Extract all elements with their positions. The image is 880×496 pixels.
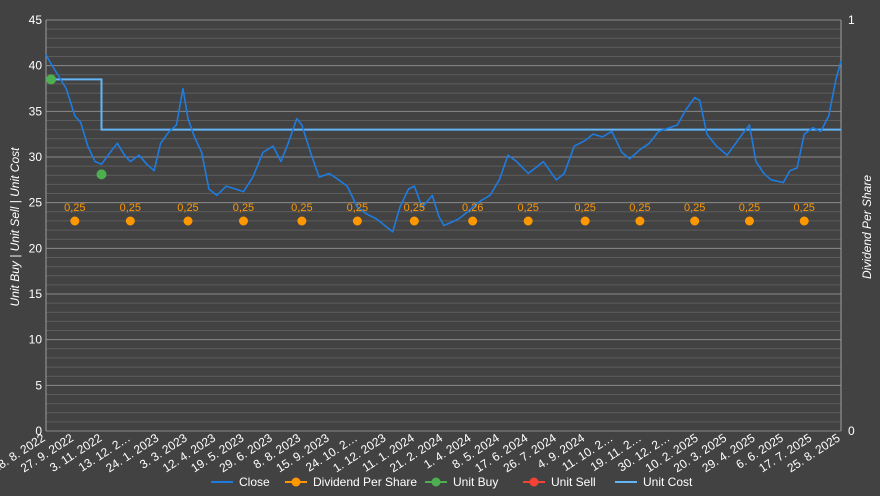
dividend-point [297, 216, 307, 226]
dividend-data-label: 0,25 [291, 202, 312, 214]
y-tick-label: 25 [29, 196, 43, 210]
dividend-data-label: 0,25 [233, 202, 254, 214]
legend-label: Unit Sell [551, 475, 596, 489]
dividend-data-label: 0,25 [794, 202, 815, 214]
legend-label: Unit Cost [643, 475, 693, 489]
dividend-data-label: 0,25 [574, 202, 595, 214]
dividend-point [799, 216, 809, 226]
y2-tick-label: 1 [848, 13, 855, 27]
dividend-point [468, 216, 478, 226]
y-tick-label: 15 [29, 287, 43, 301]
dividend-point [125, 216, 135, 226]
legend-swatch-dot [291, 477, 301, 487]
dividend-data-label: 0,25 [177, 202, 198, 214]
dividend-point [183, 216, 193, 226]
dividend-point [580, 216, 590, 226]
dividend-data-label: 0,25 [684, 202, 705, 214]
dividend-data-label: 0,26 [462, 202, 483, 214]
legend-item-dividend-per-share[interactable]: Dividend Per Share [285, 475, 417, 489]
dividend-point [744, 216, 754, 226]
y-tick-label: 20 [29, 241, 43, 255]
legend-item-unit-buy[interactable]: Unit Buy [425, 475, 498, 489]
legend[interactable]: Close Dividend Per Share Unit Buy Unit Sell… [211, 475, 693, 489]
y2-axis-title: Dividend Per Share [860, 175, 874, 279]
legend-item-unit-cost[interactable]: Unit Cost [615, 475, 693, 489]
series-unit-cost-line [46, 78, 841, 131]
dividend-data-label: 0,25 [517, 202, 538, 214]
dividend-data-label: 0,25 [120, 202, 141, 214]
dividend-data-label: 0,25 [629, 202, 650, 214]
y-tick-label: 5 [35, 378, 42, 392]
legend-label: Close [239, 475, 270, 489]
y-tick-label: 30 [29, 150, 43, 164]
dividend-point [523, 216, 533, 226]
dividend-point [635, 216, 645, 226]
dividend-data-label: 0,25 [347, 202, 368, 214]
dividend-point [70, 216, 80, 226]
legend-item-close[interactable]: Close [211, 475, 270, 489]
y2-tick-label: 0 [848, 424, 855, 438]
series-close-line [45, 54, 842, 233]
legend-label: Unit Buy [453, 475, 498, 489]
y-tick-label: 45 [29, 13, 43, 27]
dividend-point [690, 216, 700, 226]
y-tick-label: 40 [29, 59, 43, 73]
legend-item-unit-sell[interactable]: Unit Sell [523, 475, 596, 489]
legend-swatch-dot [529, 477, 539, 487]
unit-buy-point [96, 169, 107, 180]
legend-swatch-dot [431, 477, 441, 487]
dividend-point [352, 216, 362, 226]
dividend-point [238, 216, 248, 226]
legend-label: Dividend Per Share [313, 475, 417, 489]
dividend-data-label: 0,25 [404, 202, 425, 214]
y-tick-label: 0 [35, 424, 42, 438]
gridlines [45, 19, 842, 432]
y2-axis-ticks: 10 [848, 13, 855, 438]
unit-buy-point [46, 74, 57, 85]
dividend-data-label: 0,25 [64, 202, 85, 214]
y-tick-label: 10 [29, 333, 43, 347]
plot-area: 0,25 0,25 0,25 0,25 0,25 0,25 0,25 0,26 0,25 0,25… [45, 54, 842, 233]
dividend-data-label: 0,25 [739, 202, 760, 214]
y-axis-title: Unit Buy | Unit Sell | Unit Cost [8, 147, 22, 307]
y-axis-ticks: 0 5 10 15 20 25 30 35 40 45 [29, 13, 43, 438]
y-tick-label: 35 [29, 104, 43, 118]
dividend-point [409, 216, 419, 226]
